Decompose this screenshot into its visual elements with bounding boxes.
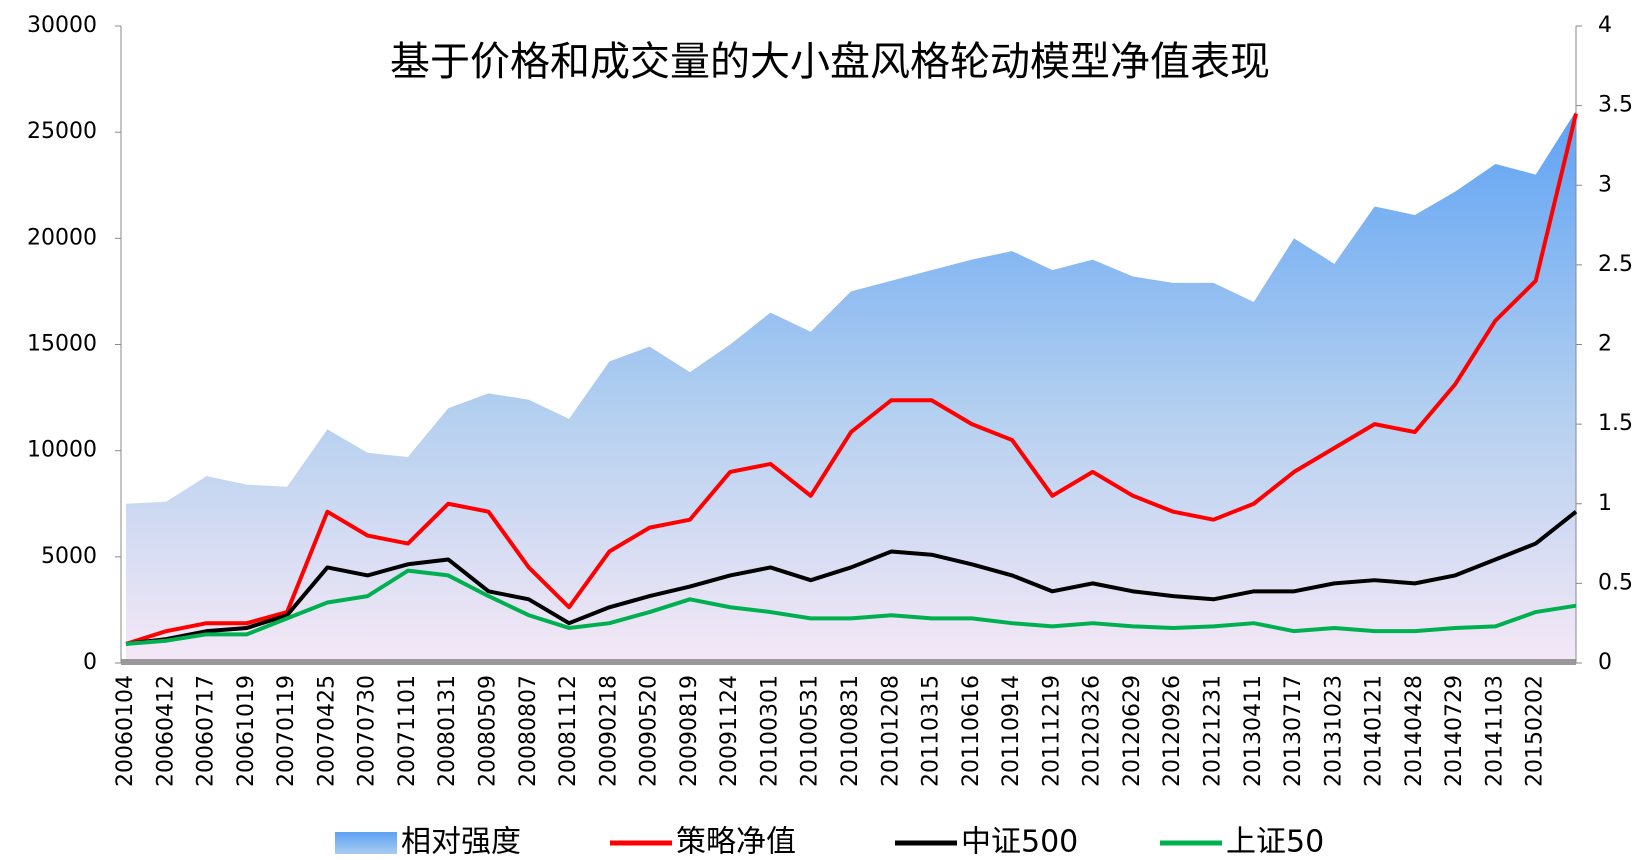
y-tick-label: 0 bbox=[83, 650, 97, 675]
x-tick-label: 20150202 bbox=[1523, 675, 1548, 787]
legend-label: 上证50 bbox=[1226, 825, 1324, 860]
legend-swatch bbox=[335, 832, 397, 854]
x-tick-label: 20080131 bbox=[435, 675, 460, 787]
x-tick-label: 20111219 bbox=[1039, 675, 1064, 787]
plot-floor bbox=[121, 659, 1576, 665]
line bbox=[125, 113, 1578, 646]
x-tick-label: 20110914 bbox=[999, 675, 1024, 787]
x-tick-label: 20101208 bbox=[878, 675, 903, 787]
line bbox=[125, 568, 1577, 646]
x-tick-label: 20070730 bbox=[355, 675, 380, 787]
x-tick-label: 20100301 bbox=[757, 675, 782, 787]
x-tick-label: 20141103 bbox=[1482, 675, 1507, 787]
y2-tick-label: 2 bbox=[1598, 332, 1612, 357]
x-tick-label: 20121231 bbox=[1201, 675, 1226, 787]
y2-tick-label: 3.5 bbox=[1598, 93, 1633, 118]
y2-tick-label: 2.5 bbox=[1598, 252, 1633, 277]
x-tick-label: 20090218 bbox=[596, 675, 621, 787]
x-tick-label: 20060717 bbox=[194, 675, 219, 787]
x-tick-label: 20120326 bbox=[1080, 675, 1105, 787]
x-tick-label: 20070119 bbox=[274, 675, 299, 787]
x-tick-label: 20131023 bbox=[1321, 675, 1346, 787]
area bbox=[126, 110, 1576, 663]
y2-tick-label: 1.5 bbox=[1598, 411, 1633, 436]
y2-tick-label: 3 bbox=[1598, 172, 1612, 197]
y-tick-label: 25000 bbox=[27, 119, 97, 144]
x-tick-label: 20120926 bbox=[1160, 675, 1185, 787]
legend-label: 中证500 bbox=[961, 825, 1078, 860]
y-tick-label: 15000 bbox=[27, 332, 97, 357]
x-tick-label: 20060412 bbox=[153, 675, 178, 787]
x-tick-label: 20080807 bbox=[516, 675, 541, 787]
x-tick-label: 20140428 bbox=[1402, 675, 1427, 787]
x-tick-label: 20130717 bbox=[1281, 675, 1306, 787]
x-tick-label: 20090819 bbox=[677, 675, 702, 787]
x-tick-label: 20080509 bbox=[476, 675, 501, 787]
x-tick-label: 20071101 bbox=[395, 675, 420, 787]
y2-tick-label: 0 bbox=[1598, 650, 1612, 675]
x-tick-label: 20081112 bbox=[556, 675, 581, 787]
x-tick-label: 20090520 bbox=[637, 675, 662, 787]
x-tick-label: 20140729 bbox=[1442, 675, 1467, 787]
y2-tick-label: 1 bbox=[1598, 491, 1612, 516]
y-tick-label: 30000 bbox=[27, 13, 97, 38]
line bbox=[125, 510, 1578, 646]
y-tick-label: 5000 bbox=[41, 544, 97, 569]
x-tick-label: 20110315 bbox=[919, 675, 944, 787]
x-tick-label: 20120629 bbox=[1120, 675, 1145, 787]
y-tick-label: 20000 bbox=[27, 225, 97, 250]
x-tick-label: 20110616 bbox=[959, 675, 984, 787]
x-tick-label: 20061019 bbox=[234, 675, 259, 787]
chart-title: 基于价格和成交量的大小盘风格轮动模型净值表现 bbox=[390, 39, 1270, 85]
x-tick-label: 20130411 bbox=[1241, 675, 1266, 787]
x-tick-label: 20100531 bbox=[798, 675, 823, 787]
x-tick-label: 20070425 bbox=[314, 675, 339, 787]
legend-label: 策略净值 bbox=[676, 825, 796, 860]
y-tick-label: 10000 bbox=[27, 438, 97, 463]
y2-tick-label: 4 bbox=[1598, 13, 1612, 38]
x-tick-label: 20091124 bbox=[717, 675, 742, 787]
x-tick-label: 20100831 bbox=[838, 675, 863, 787]
y2-tick-label: 0.5 bbox=[1598, 570, 1633, 595]
x-tick-label: 20060104 bbox=[113, 675, 138, 787]
x-tick-label: 20140121 bbox=[1362, 675, 1387, 787]
legend-label: 相对强度 bbox=[401, 825, 521, 860]
